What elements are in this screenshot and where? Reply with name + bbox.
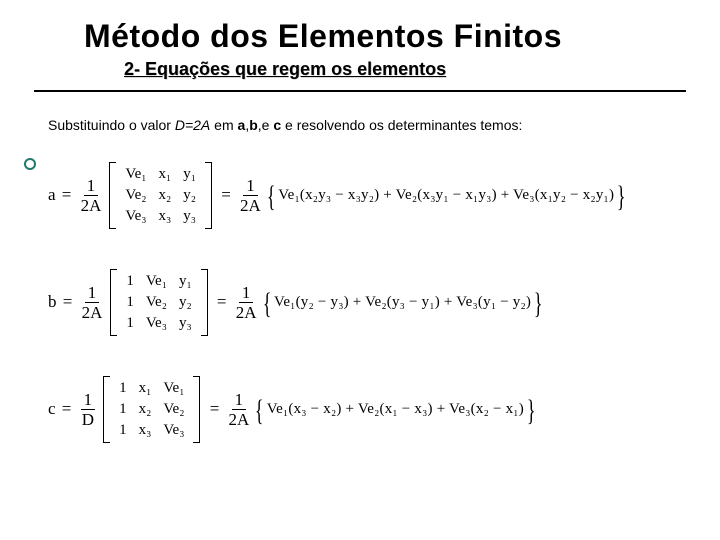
eq-a-frac2-den: 2A bbox=[240, 196, 261, 214]
eq-a-eq2: = bbox=[217, 185, 235, 205]
eq-b-matrix: 1Ve₁y₁ 1Ve₂y₂ 1Ve₃y₃ bbox=[110, 269, 207, 336]
eq-c-frac2-num: 1 bbox=[232, 391, 247, 410]
equation-c: c = 1 D 1x₁Ve₁ 1x₂Ve₂ 1x₃Ve₃ = 1 2A { bbox=[48, 376, 720, 443]
eq-b-eq1: = bbox=[59, 292, 77, 312]
eq-b-frac1: 1 2A bbox=[82, 284, 103, 321]
page-subtitle: 2- Equações que regem os elementos bbox=[0, 59, 720, 80]
intro-ital: D=2A bbox=[175, 117, 210, 133]
eq-a-frac2-num: 1 bbox=[243, 177, 258, 196]
intro-c: c bbox=[273, 117, 281, 133]
eq-c-expansion: Ve₁(x₃ − x₂) + Ve₂(x₁ − x₃) + Ve₃(x₂ − x… bbox=[267, 401, 524, 418]
eq-c-matrix: 1x₁Ve₁ 1x₂Ve₂ 1x₃Ve₃ bbox=[103, 376, 200, 443]
eq-b-frac2-den: 2A bbox=[236, 303, 257, 321]
eq-b-expansion: Ve₁(y₂ − y₃) + Ve₂(y₃ − y₁) + Ve₃(y₁ − y… bbox=[274, 294, 531, 311]
eq-a-frac1: 1 2A bbox=[81, 177, 102, 214]
intro-post: e resolvendo os determinantes temos: bbox=[281, 117, 522, 133]
intro-pre: Substituindo o valor bbox=[48, 117, 175, 133]
eq-b-frac1-num: 1 bbox=[85, 284, 100, 303]
eq-c-lhs: c bbox=[48, 399, 56, 419]
eq-a-lhs: a bbox=[48, 185, 56, 205]
eq-c-frac2: 1 2A bbox=[229, 391, 250, 428]
eq-a-eq1: = bbox=[58, 185, 76, 205]
eq-c-eq2: = bbox=[205, 399, 223, 419]
bullet-icon bbox=[24, 158, 36, 170]
intro-b: b bbox=[249, 117, 258, 133]
eq-b-eq2: = bbox=[213, 292, 231, 312]
eq-b-frac2: 1 2A bbox=[236, 284, 257, 321]
slide: Método dos Elementos Finitos 2- Equações… bbox=[0, 0, 720, 540]
eq-b-lhs: b bbox=[48, 292, 57, 312]
eq-b-frac1-den: 2A bbox=[82, 303, 103, 321]
equations: a = 1 2A Ve₁x₁y₁ Ve₂x₂y₂ Ve₃x₃y₃ = 1 2A bbox=[0, 162, 720, 443]
eq-a-frac2: 1 2A bbox=[240, 177, 261, 214]
eq-a-expansion: Ve₁(x₂y₃ − x₃y₂) + Ve₂(x₃y₁ − x₁y₃) + Ve… bbox=[278, 187, 614, 204]
eq-c-eq1: = bbox=[58, 399, 76, 419]
intro-text: Substituindo o valor D=2A em a,b,e c e r… bbox=[0, 92, 720, 136]
intro-mid: em bbox=[210, 117, 237, 133]
eq-c-frac1: 1 D bbox=[81, 391, 96, 428]
eq-b-frac2-num: 1 bbox=[239, 284, 254, 303]
eq-a-matrix: Ve₁x₁y₁ Ve₂x₂y₂ Ve₃x₃y₃ bbox=[109, 162, 212, 229]
eq-c-frac2-den: 2A bbox=[229, 410, 250, 428]
eq-c-frac1-den: D bbox=[82, 410, 94, 428]
equation-a: a = 1 2A Ve₁x₁y₁ Ve₂x₂y₂ Ve₃x₃y₃ = 1 2A bbox=[48, 162, 720, 229]
equation-b: b = 1 2A 1Ve₁y₁ 1Ve₂y₂ 1Ve₃y₃ = 1 2A { bbox=[48, 269, 720, 336]
intro-s2: ,e bbox=[258, 117, 274, 133]
eq-c-frac1-num: 1 bbox=[81, 391, 96, 410]
eq-a-frac1-num: 1 bbox=[84, 177, 99, 196]
eq-a-frac1-den: 2A bbox=[81, 196, 102, 214]
page-title: Método dos Elementos Finitos bbox=[0, 18, 720, 55]
